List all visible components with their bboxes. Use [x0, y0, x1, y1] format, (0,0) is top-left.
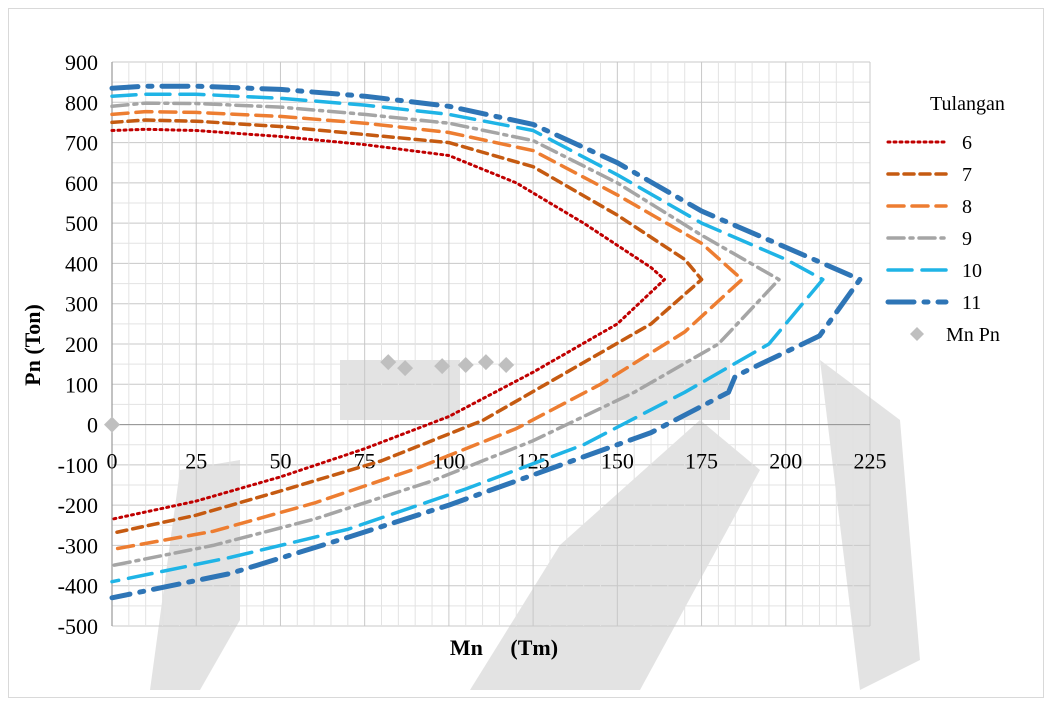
- x-axis-title: Mn (Tm): [450, 635, 558, 660]
- scatter-point-mn-pn: [380, 354, 397, 371]
- x-tick-label: 225: [854, 449, 887, 474]
- series-line-11: [109, 83, 863, 601]
- legend-label-6: 6: [962, 132, 972, 154]
- series-line-8: [110, 109, 744, 552]
- scatter-point-mn-pn: [477, 354, 494, 371]
- scatter-point-mn-pn: [457, 356, 474, 373]
- y-axis-title: Pn (Ton): [20, 304, 45, 386]
- legend-label-11: 11: [962, 292, 981, 314]
- legend-swatch-mn-pn: [910, 327, 924, 341]
- axes: 9008007006005004003002001000-100-200-300…: [58, 50, 887, 639]
- legend-title: Tulangan: [930, 93, 1005, 115]
- y-tick-label: -400: [58, 574, 98, 599]
- scatter-points: [104, 354, 515, 433]
- scatter-point-mn-pn: [104, 416, 120, 433]
- series-line-6: [110, 127, 666, 521]
- y-tick-label: -500: [58, 614, 98, 639]
- y-tick-label: 600: [65, 171, 98, 196]
- y-tick-label: -300: [58, 533, 98, 558]
- y-tick-label: -100: [58, 453, 98, 478]
- x-tick-label: 100: [432, 449, 465, 474]
- scatter-point-mn-pn: [434, 358, 451, 375]
- series-line-7: [110, 118, 704, 536]
- series-lines: [109, 83, 863, 601]
- legend: Tulangan 6 7 8 9 10 11 Mn Pn: [885, 93, 1005, 346]
- x-tick-label: 25: [185, 449, 207, 474]
- scatter-point-mn-pn: [498, 356, 515, 373]
- legend-label-7: 7: [962, 164, 972, 186]
- legend-label-8: 8: [962, 196, 972, 218]
- legend-label-10: 10: [962, 260, 982, 282]
- y-tick-label: 500: [65, 211, 98, 236]
- x-tick-label: 0: [107, 449, 118, 474]
- x-tick-label: 175: [685, 449, 718, 474]
- y-tick-label: 0: [87, 413, 98, 438]
- y-tick-label: 900: [65, 50, 98, 75]
- x-tick-label: 200: [769, 449, 802, 474]
- y-tick-label: 800: [65, 90, 98, 115]
- series-line-9: [110, 101, 781, 568]
- chart-frame: [8, 8, 1044, 698]
- y-tick-label: 200: [65, 332, 98, 357]
- y-tick-label: 300: [65, 292, 98, 317]
- y-tick-label: 400: [65, 251, 98, 276]
- legend-label-mn-pn: Mn Pn: [946, 324, 1000, 346]
- x-tick-label: 150: [601, 449, 634, 474]
- series-line-10: [110, 92, 825, 584]
- y-tick-label: 100: [65, 372, 98, 397]
- y-tick-label: 700: [65, 131, 98, 156]
- x-tick-label: 50: [269, 449, 291, 474]
- legend-label-9: 9: [962, 228, 972, 250]
- y-tick-label: -200: [58, 493, 98, 518]
- scatter-point-mn-pn: [397, 360, 414, 377]
